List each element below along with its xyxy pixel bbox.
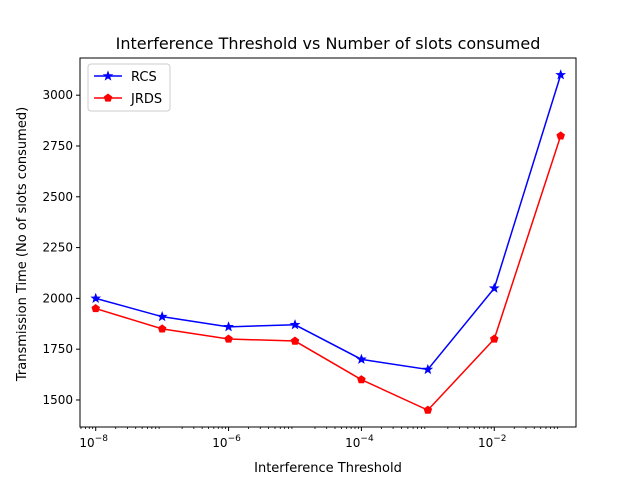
- data-point: [156, 311, 168, 322]
- data-point: [556, 131, 565, 140]
- data-point: [224, 334, 233, 343]
- data-point: [489, 334, 499, 343]
- y-tick-label: 3000: [42, 88, 73, 102]
- data-point: [90, 292, 102, 303]
- y-axis: 1500 1750 2000 2250 2500 2750 3000: [42, 88, 80, 407]
- y-tick-label: 1750: [42, 342, 73, 356]
- series-line: [95, 135, 562, 412]
- legend-marker: [103, 93, 113, 102]
- x-tick-label: 10−2: [478, 434, 507, 450]
- data-point: [356, 353, 367, 364]
- x-axis-label: Interference Threshold: [254, 461, 402, 476]
- data-point: [289, 319, 301, 330]
- y-axis-label: Transmission Time (No of slots consumed): [15, 107, 30, 382]
- y-tick-label: 2250: [42, 241, 73, 255]
- data-point: [357, 375, 366, 384]
- x-tick-label: 10−4: [345, 434, 374, 450]
- y-tick-label: 2750: [42, 139, 73, 153]
- series-line: [95, 74, 562, 371]
- chart-title: Interference Threshold vs Number of slot…: [116, 34, 541, 53]
- plot-area: [79, 57, 577, 428]
- y-tick-label: 1500: [42, 393, 73, 407]
- data-point: [290, 336, 300, 345]
- data-point: [488, 282, 500, 293]
- legend-marker: [102, 70, 114, 81]
- data-point: [422, 363, 434, 375]
- data-point: [91, 304, 100, 313]
- legend: RCS JRDS: [87, 63, 171, 112]
- legend-label: JRDS: [130, 92, 162, 107]
- x-tick-label: 10−6: [212, 434, 241, 450]
- legend-label: RCS: [131, 70, 157, 85]
- y-tick-label: 2500: [42, 190, 73, 204]
- data-point: [555, 69, 567, 80]
- plot-frame: [79, 57, 577, 428]
- y-tick-label: 2000: [42, 291, 73, 305]
- legend-item-jrds: JRDS: [94, 92, 162, 107]
- x-tick-label: 10−8: [79, 434, 108, 450]
- x-axis: 10−8 10−6 10−4 10−2: [79, 427, 559, 450]
- data-point: [423, 405, 433, 414]
- data-point: [223, 321, 234, 332]
- series-jrds: [91, 131, 565, 414]
- data-point: [157, 324, 167, 333]
- legend-item-rcs: RCS: [94, 70, 157, 85]
- series-rcs: [90, 69, 567, 375]
